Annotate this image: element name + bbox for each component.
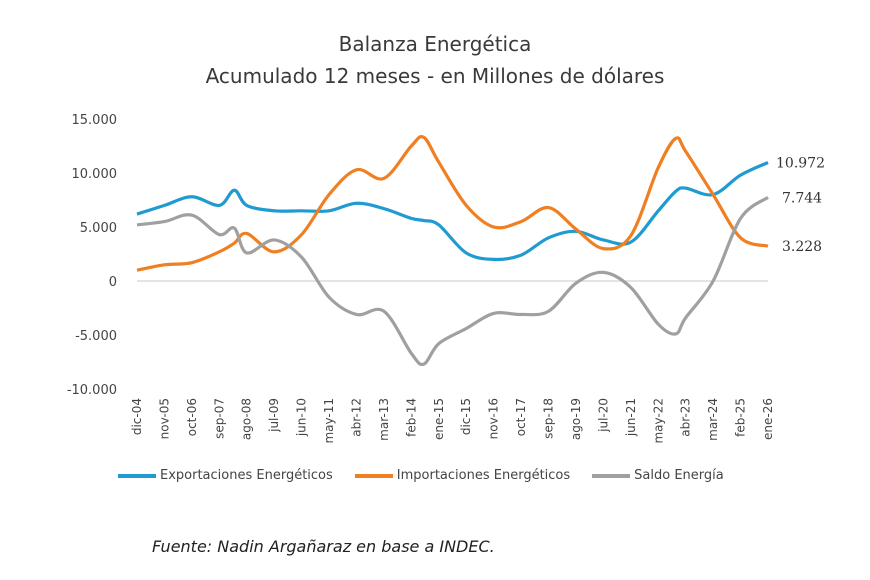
x-tick-label: may-11 bbox=[322, 398, 336, 444]
y-tick-label: 0 bbox=[109, 275, 117, 290]
legend-swatch bbox=[354, 473, 393, 478]
series-line-0 bbox=[136, 161, 769, 262]
x-tick-label: sep-18 bbox=[542, 398, 556, 439]
legend-item-saldo: Saldo Energía bbox=[592, 468, 724, 483]
legend-label: Importaciones Energéticos bbox=[396, 468, 571, 483]
source-note: Fuente: Nadin Argañaraz en base a INDEC. bbox=[152, 537, 495, 556]
y-tick-label: -5.000 bbox=[75, 329, 117, 344]
legend-item-importaciones: Importaciones Energéticos bbox=[354, 468, 571, 483]
chart-subtitle: Acumulado 12 meses - en Millones de dóla… bbox=[205, 64, 665, 88]
y-tick-label: 10.000 bbox=[72, 167, 118, 182]
end-value-label: 3.228 bbox=[782, 239, 822, 255]
x-tick-label: mar-13 bbox=[377, 398, 391, 441]
x-tick-label: feb-25 bbox=[734, 398, 748, 437]
legend-item-exportaciones: Exportaciones Energéticos bbox=[118, 468, 333, 483]
x-tick-label: sep-07 bbox=[212, 398, 226, 439]
chart-title: Balanza Energética bbox=[338, 32, 532, 56]
x-tick-label: jul-09 bbox=[267, 398, 281, 433]
x-tick-label: dic-15 bbox=[459, 398, 473, 435]
end-value-label: 7.744 bbox=[782, 190, 822, 206]
x-tick-label: ene-15 bbox=[432, 398, 446, 440]
x-tick-label: ene-26 bbox=[761, 398, 775, 440]
x-tick-label: mar-24 bbox=[706, 398, 720, 441]
series-line-1 bbox=[136, 135, 769, 272]
series-line-2 bbox=[136, 196, 769, 367]
x-tick-label: may-22 bbox=[651, 398, 665, 444]
x-tick-label: oct-06 bbox=[185, 398, 199, 436]
x-tick-label: jun-21 bbox=[624, 398, 638, 437]
x-tick-label: feb-14 bbox=[404, 398, 418, 437]
x-tick-label: ago-08 bbox=[240, 398, 254, 440]
legend-label: Exportaciones Energéticos bbox=[160, 468, 333, 483]
legend-swatch bbox=[118, 473, 156, 478]
y-tick-label: -10.000 bbox=[67, 383, 117, 398]
x-tick-label: nov-05 bbox=[157, 398, 171, 439]
x-tick-label: abr-12 bbox=[349, 398, 363, 437]
x-tick-label: abr-23 bbox=[679, 398, 693, 437]
x-tick-label: jul-20 bbox=[596, 398, 610, 433]
x-tick-label: jun-10 bbox=[295, 398, 309, 437]
end-value-label: 10.972 bbox=[776, 156, 825, 172]
y-tick-label: 5.000 bbox=[80, 221, 117, 236]
y-tick-label: 15.000 bbox=[72, 113, 118, 128]
legend-swatch bbox=[592, 473, 631, 478]
legend-label: Saldo Energía bbox=[634, 468, 724, 483]
x-tick-label: oct-17 bbox=[514, 398, 528, 436]
legend: Exportaciones Energéticos Importaciones … bbox=[118, 468, 746, 483]
x-tick-label: dic-04 bbox=[130, 398, 144, 435]
x-tick-label: ago-19 bbox=[569, 398, 583, 440]
x-tick-label: nov-16 bbox=[487, 398, 501, 439]
